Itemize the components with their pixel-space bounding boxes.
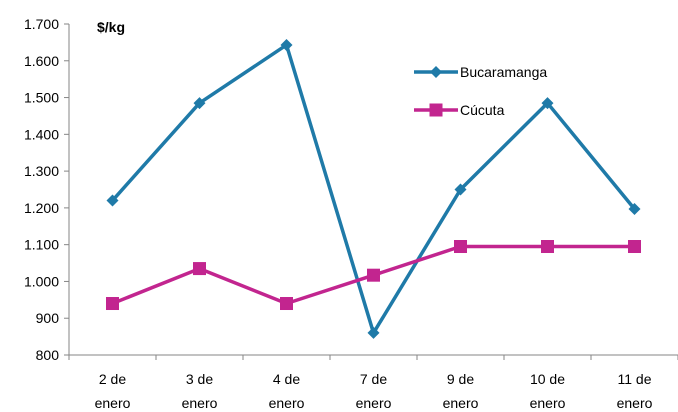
legend: Bucaramanga Cúcuta [414, 64, 547, 118]
data-point-marker [541, 97, 554, 110]
y-tick-label: 1.700 [24, 16, 59, 32]
x-tick-label: 10 de enero [530, 371, 566, 411]
data-point-marker [106, 297, 119, 311]
x-tick-label: 3 de enero [182, 371, 218, 411]
y-tick-label: 1.200 [24, 200, 59, 216]
data-point-marker [367, 268, 380, 282]
legend-entry: Cúcuta [414, 102, 505, 118]
y-tick-label: 1.600 [24, 53, 59, 69]
y-tick-label: 1.500 [24, 90, 59, 106]
legend-entry: Bucaramanga [414, 64, 547, 80]
x-tick-label: 9 de enero [443, 371, 479, 411]
x-tick-label: 11 de enero [617, 371, 653, 411]
series-line [111, 43, 636, 335]
data-point-marker [280, 297, 293, 311]
y-tick-label: 1.100 [24, 237, 59, 253]
y-tick-label: 800 [36, 347, 60, 363]
data-point-marker [193, 262, 206, 276]
data-point-marker [193, 97, 206, 110]
data-point-marker [429, 103, 443, 117]
data-point-marker [628, 202, 641, 215]
legend-label: Bucaramanga [460, 64, 547, 80]
data-point-marker [541, 240, 554, 254]
y-tick-label: 900 [36, 310, 60, 326]
data-point-marker [454, 183, 467, 196]
data-point-marker [430, 66, 442, 78]
data-point-marker [280, 38, 293, 51]
x-tick-label: 7 de enero [356, 371, 392, 411]
x-tick-label: 4 de enero [269, 371, 305, 411]
y-unit-label: $/kg [97, 19, 125, 35]
y-tick-label: 1.400 [24, 126, 59, 142]
data-point-marker [367, 326, 380, 339]
series-layer [106, 38, 641, 339]
data-point-marker [454, 240, 467, 254]
legend-label: Cúcuta [460, 102, 505, 118]
x-tick-label: 2 de enero [95, 371, 131, 411]
y-tick-label: 1.300 [24, 163, 59, 179]
y-tick-label: 1.000 [24, 273, 59, 289]
series-bucaramanga [106, 38, 641, 339]
axes: 800 900 1.000 1.100 1.200 1.300 1.400 1.500 1.60… [24, 16, 678, 411]
data-point-marker [628, 240, 641, 254]
data-point-marker [106, 194, 119, 207]
series-c-cuta [106, 240, 641, 311]
